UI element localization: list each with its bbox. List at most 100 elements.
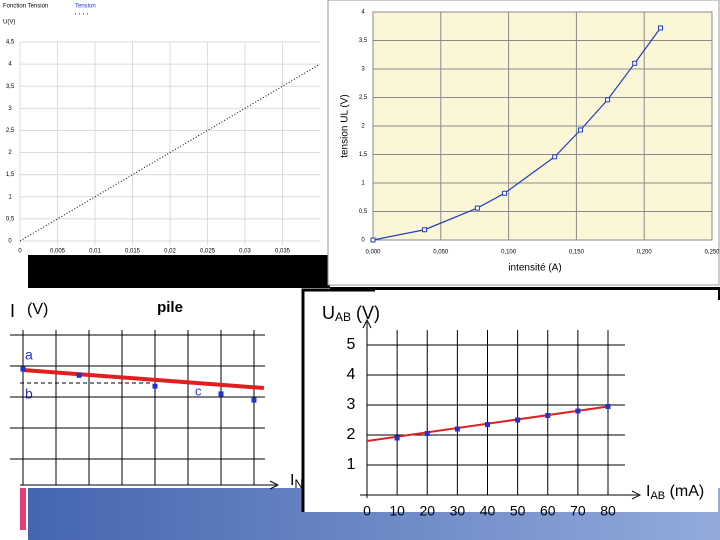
chart-title: pile [157, 299, 183, 316]
y-axis-label-main: U [322, 303, 335, 323]
y-tick-label: 3,5 [359, 38, 368, 44]
y-tick-label: 1,5 [6, 172, 15, 178]
x-tick-label: 0,100 [501, 250, 517, 256]
data-point [657, 25, 663, 31]
x-tick-label: 60 [540, 503, 556, 519]
y-tick-label: 3,5 [6, 84, 15, 90]
x-tick-label: 0 [18, 249, 22, 255]
x-tick-label: 40 [480, 503, 496, 519]
chart-background [303, 290, 718, 512]
y-tick-label: 3 [347, 396, 356, 413]
accent-bar [20, 488, 26, 530]
x-tick-label: 10 [389, 503, 405, 519]
x-tick-label: 0,025 [200, 249, 216, 255]
x-axis-label: intensité (A) [508, 263, 561, 274]
x-tick-label: 0,035 [275, 249, 291, 255]
axis-arrow [631, 490, 642, 500]
data-point [552, 154, 558, 160]
chart-background [0, 290, 285, 488]
point-label: b [25, 386, 33, 402]
x-tick-label: 0,200 [637, 250, 653, 256]
x-tick-label: 0,03 [239, 249, 251, 255]
x-axis-label-sub: N [294, 477, 303, 491]
y-axis-label: tension UL (V) [340, 94, 351, 158]
point-label: a [25, 347, 33, 363]
chart-pile: pile I (V) a b c IN [0, 290, 303, 491]
y-tick-label: 2 [347, 426, 356, 443]
y-axis-label: I [10, 301, 15, 321]
data-point [76, 372, 82, 378]
y-tick-label: 0,5 [359, 209, 368, 215]
data-point [20, 366, 26, 372]
x-tick-label: 0,050 [433, 250, 449, 256]
x-tick-label: 0,250 [704, 250, 720, 256]
y-tick-label: 4 [8, 62, 12, 68]
x-tick-label: 50 [510, 503, 526, 519]
x-tick-label: 0,150 [569, 250, 585, 256]
y-tick-label: 0 [8, 239, 12, 245]
frame-edge [301, 288, 375, 512]
y-tick-label: 0 [361, 238, 365, 244]
y-axis-label: U(V) [3, 20, 15, 26]
chart-coil: tension UL (V) intensité (A) 0,000 0,050 0… [327, 0, 720, 286]
point-label: c [195, 383, 202, 398]
data-point [485, 422, 490, 427]
x-axis-label-unit: (mA) [665, 483, 704, 500]
y-tick-label: 3 [8, 106, 12, 112]
data-point [515, 417, 521, 423]
x-axis-label-main: I [290, 472, 294, 489]
data-point [632, 60, 638, 66]
data-point [394, 435, 400, 441]
x-tick-label: 0,005 [50, 249, 66, 255]
data-point [577, 127, 583, 133]
y-tick-label: 5 [347, 336, 356, 353]
x-tick-label: 0,015 [125, 249, 141, 255]
data-point [605, 97, 611, 103]
y-tick-label: 4,5 [6, 40, 15, 46]
y-axis-label-unit: (V) [351, 303, 380, 323]
x-tick-label: 0,000 [365, 250, 381, 256]
data-point [218, 391, 224, 397]
y-tick-label: 2 [361, 124, 365, 130]
data-point [605, 404, 611, 409]
data-point [370, 237, 376, 243]
data-point [575, 408, 581, 414]
y-tick-label: 4 [347, 366, 356, 383]
data-point [251, 397, 257, 403]
data-point [422, 227, 428, 233]
x-tick-label: 0 [363, 503, 371, 519]
y-tick-label: 3 [361, 67, 365, 73]
x-tick-label: 70 [570, 503, 586, 519]
y-axis-label: (V) [27, 301, 48, 318]
x-axis-label-sub: AB [650, 490, 665, 502]
axis-arrow [269, 480, 280, 490]
x-tick-label: 20 [419, 503, 435, 519]
data-point [424, 431, 430, 436]
y-tick-label: 1 [8, 194, 12, 200]
y-tick-label: 4 [361, 10, 365, 16]
chart-title: Fonction Tension [3, 4, 48, 10]
x-tick-label: 0,01 [89, 249, 101, 255]
x-axis-label-main: I [646, 483, 650, 500]
y-tick-label: 1 [361, 181, 365, 187]
x-tick-label: 80 [600, 503, 616, 519]
x-tick-label: 30 [450, 503, 466, 519]
y-axis-label: UAB (V) [322, 303, 380, 324]
y-tick-label: 2 [8, 150, 12, 156]
data-point [474, 205, 480, 211]
legend-entry: Tension [75, 4, 96, 10]
y-tick-label: 2,5 [359, 95, 368, 101]
data-point [152, 383, 158, 389]
data-line [19, 63, 321, 242]
x-axis-label: IN [290, 472, 303, 491]
axis-arrow [362, 318, 372, 329]
y-tick-label: 2,5 [6, 128, 15, 134]
x-axis-label: IAB (mA) [646, 483, 704, 502]
y-tick-label: 0,5 [6, 216, 15, 222]
y-tick-label: 1,5 [359, 152, 368, 158]
data-point [454, 426, 460, 432]
chart-voltage: Fonction Tension Tension U(V) 0 0,005 0,01… [3, 4, 321, 255]
data-point [545, 413, 551, 418]
